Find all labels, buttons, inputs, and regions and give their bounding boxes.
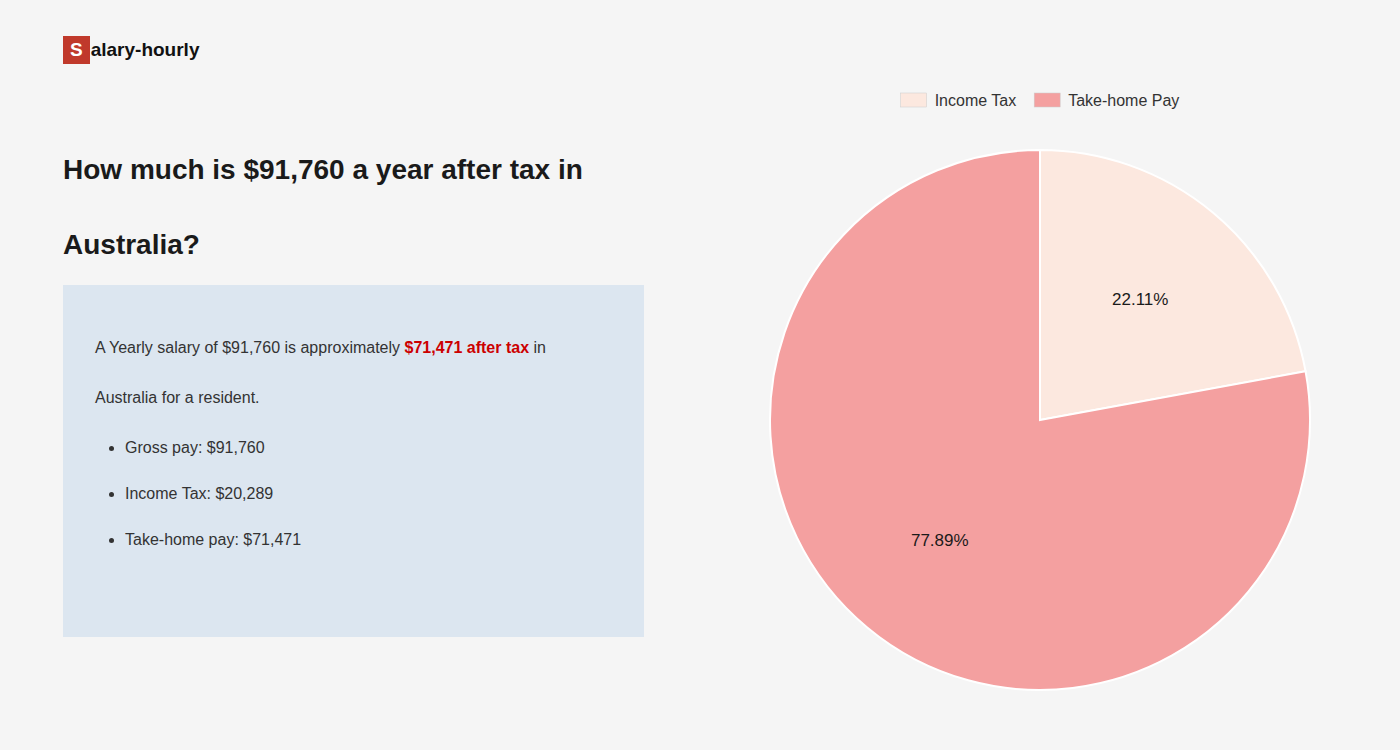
legend-label: Take-home Pay	[1068, 92, 1179, 109]
logo-text: alary-hourly	[91, 39, 200, 61]
info-text: A Yearly salary of $91,760 is approximat…	[95, 339, 405, 356]
title-line: How much is $91,760 a year after tax in	[63, 132, 583, 207]
legend-swatch	[901, 93, 927, 107]
highlight-text: $71,471 after tax	[405, 339, 530, 356]
info-line: Australia for a resident.	[95, 387, 618, 409]
info-box: A Yearly salary of $91,760 is approximat…	[63, 285, 644, 637]
info-text: Australia for a resident.	[95, 389, 260, 406]
slices	[770, 150, 1310, 690]
legend: Income Tax Take-home Pay	[901, 92, 1180, 109]
bullet-item: Income Tax: $20,289	[125, 483, 618, 505]
pie-slice	[770, 150, 1310, 690]
slice-labels: 22.11% 77.89%	[911, 290, 1169, 550]
logo: Salary-hourly	[63, 36, 199, 64]
info-text: in	[529, 339, 546, 356]
title: How much is $91,760 a year after tax inA…	[63, 132, 583, 282]
legend-item: Income Tax	[901, 92, 1017, 109]
logo-mark: S	[63, 36, 90, 64]
legend-swatch	[1034, 93, 1060, 107]
slice-label: 22.11%	[1112, 290, 1168, 309]
bullet-list: Gross pay: $91,760 Income Tax: $20,289 Tak…	[95, 437, 618, 551]
legend-item: Take-home Pay	[1034, 92, 1179, 109]
title-line: Australia?	[63, 207, 583, 282]
bullet-item: Gross pay: $91,760	[125, 437, 618, 459]
info-line: A Yearly salary of $91,760 is approximat…	[95, 337, 618, 359]
slice-label: 77.89%	[911, 531, 969, 550]
pie-chart: 22.11% 77.89% Income Tax Take-home Pay	[700, 0, 1400, 750]
bullet-item: Take-home pay: $71,471	[125, 529, 618, 551]
legend-label: Income Tax	[935, 92, 1017, 109]
